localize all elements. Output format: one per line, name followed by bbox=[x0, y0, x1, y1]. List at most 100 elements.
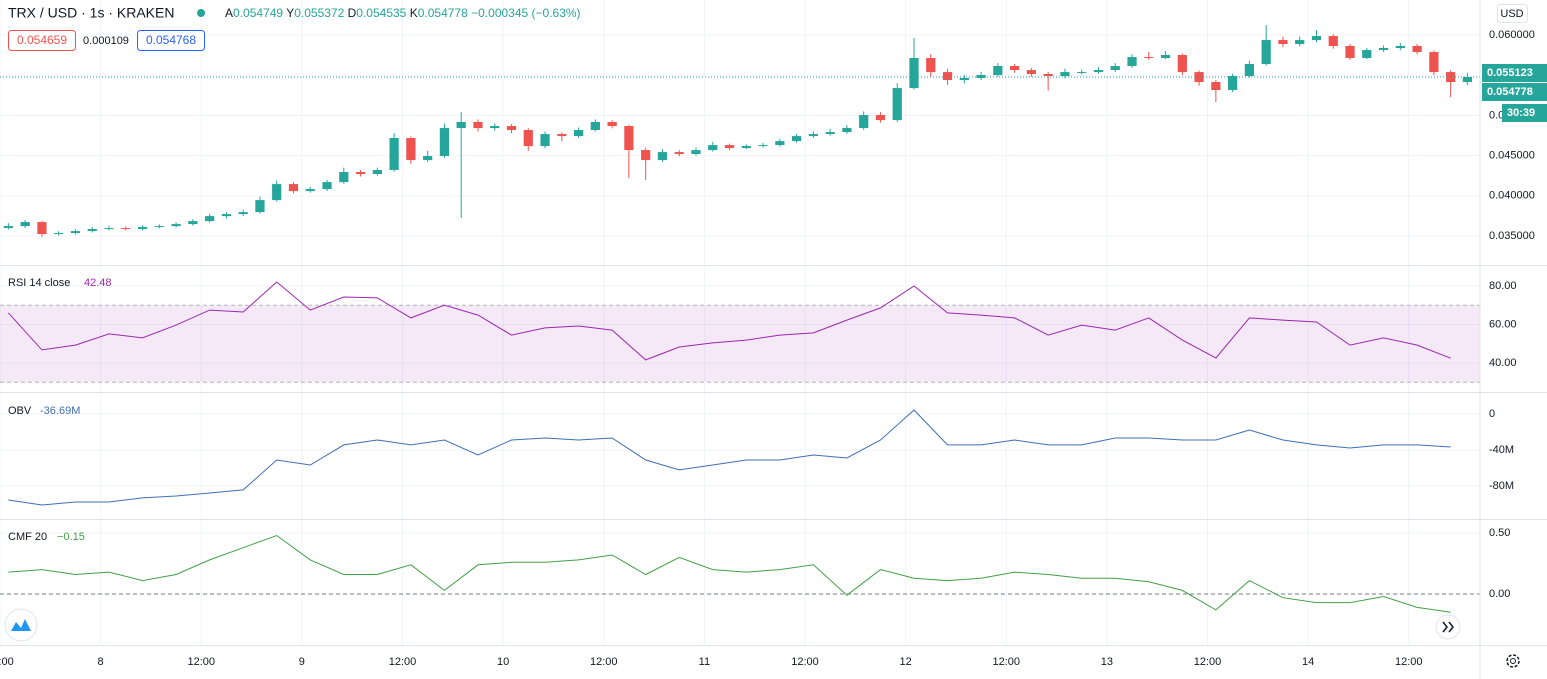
logo-mark[interactable] bbox=[11, 619, 31, 631]
y-tick-label: 0.00 bbox=[1489, 588, 1510, 600]
candle-body bbox=[540, 134, 550, 147]
gear-hub[interactable] bbox=[1510, 658, 1516, 664]
y-tick-label: -80M bbox=[1489, 480, 1514, 492]
close-price-box bbox=[1482, 83, 1547, 101]
candle-body bbox=[355, 172, 366, 175]
x-tick-label: 12 bbox=[899, 656, 911, 668]
candle-body bbox=[1160, 55, 1171, 58]
candle-body bbox=[87, 229, 97, 232]
candle-body bbox=[1077, 72, 1087, 74]
y-tick-label: 80.00 bbox=[1489, 280, 1517, 292]
candle-body bbox=[1127, 57, 1137, 67]
candle-body bbox=[54, 233, 64, 235]
scroll-button[interactable] bbox=[1435, 614, 1461, 640]
candle-body bbox=[1278, 40, 1288, 44]
x-tick-label: 11 bbox=[699, 656, 710, 668]
candle-body bbox=[624, 126, 634, 151]
legend-key: Y bbox=[286, 6, 294, 20]
candle-body bbox=[171, 224, 181, 227]
grid-layer bbox=[0, 0, 1480, 645]
currency-button[interactable] bbox=[1497, 4, 1528, 23]
y-tick-label: 0.50 bbox=[1489, 527, 1510, 539]
y-tick-label: 0.035000 bbox=[1489, 230, 1535, 242]
candle-body bbox=[439, 128, 450, 157]
scroll-to-realtime[interactable] bbox=[1435, 614, 1461, 640]
candle-body bbox=[1194, 72, 1204, 83]
legend-key: A bbox=[225, 6, 233, 20]
candle-body bbox=[490, 126, 500, 129]
candle-body bbox=[1261, 40, 1271, 65]
mark-layer bbox=[0, 25, 1480, 613]
legend-key: D bbox=[348, 6, 357, 20]
sell-price[interactable]: 0.054659 bbox=[17, 33, 67, 47]
candle-body bbox=[775, 141, 785, 146]
y-tick-label: 0.045000 bbox=[1489, 150, 1535, 162]
candle-body bbox=[121, 228, 131, 230]
indicator-line bbox=[8, 534, 1451, 613]
candle-body bbox=[506, 126, 517, 131]
candle-body bbox=[205, 216, 215, 222]
obv-title: OBV bbox=[8, 405, 32, 417]
candle-body bbox=[389, 138, 399, 171]
x-tick-label: 10 bbox=[497, 656, 509, 668]
candle-body bbox=[1060, 72, 1070, 77]
candle-body bbox=[137, 227, 148, 230]
x-tick-label: 13 bbox=[1101, 656, 1113, 668]
candle-body bbox=[724, 145, 735, 149]
candle-body bbox=[1395, 46, 1405, 49]
candle-body bbox=[942, 72, 953, 81]
legend-change: −0.000345 (−0.63%) bbox=[471, 6, 580, 20]
market-status-dot bbox=[197, 9, 205, 17]
candle-body bbox=[473, 122, 483, 129]
candle-body bbox=[1144, 57, 1154, 59]
candle-body bbox=[674, 152, 684, 155]
candle-body bbox=[1328, 36, 1338, 47]
candle-body bbox=[557, 134, 567, 137]
y-tick-label: 0.040000 bbox=[1489, 190, 1535, 202]
x-tick-label: 8 bbox=[98, 656, 104, 668]
candle-body bbox=[1110, 66, 1120, 71]
last-price-box bbox=[1482, 64, 1547, 82]
y-tick-label: 0 bbox=[1489, 408, 1495, 420]
currency-label[interactable]: USD bbox=[1500, 8, 1523, 20]
gear-icon[interactable] bbox=[1506, 654, 1520, 668]
cmf-value: −0.15 bbox=[57, 531, 85, 543]
y-tick-label: 40.00 bbox=[1489, 357, 1517, 369]
buy-price[interactable]: 0.054768 bbox=[146, 33, 196, 47]
candle-body bbox=[808, 134, 818, 137]
candle-body bbox=[238, 212, 248, 215]
candle-body bbox=[523, 130, 533, 147]
candle-body bbox=[959, 78, 969, 81]
candle-body bbox=[641, 150, 651, 161]
sell-button[interactable] bbox=[8, 30, 76, 51]
candle-body bbox=[1412, 46, 1422, 53]
candle-body bbox=[926, 57, 936, 73]
candle-body bbox=[573, 130, 584, 137]
candle-body bbox=[70, 231, 81, 234]
settings[interactable] bbox=[1506, 654, 1520, 668]
last-price: 0.055123 bbox=[1487, 67, 1533, 79]
buy-button[interactable] bbox=[137, 30, 205, 51]
symbol-title: TRX / USD · 1s · KRAKEN bbox=[8, 5, 174, 21]
x-tick-label: 12:00 bbox=[992, 656, 1020, 668]
candle-body bbox=[842, 128, 852, 133]
scroll-icon[interactable] bbox=[1442, 621, 1454, 633]
candle-body bbox=[993, 66, 1003, 76]
legend-key: K bbox=[410, 6, 418, 20]
candle-body bbox=[1093, 70, 1104, 73]
legend-value: 0.054778 bbox=[418, 6, 468, 20]
candle-body bbox=[1311, 36, 1322, 41]
x-tick-label: 12:00 bbox=[791, 656, 819, 668]
logo-circle[interactable] bbox=[4, 608, 38, 642]
ohlc-legend: A0.054749 Y0.055372 D0.054535 K0.054778 … bbox=[225, 6, 581, 20]
candle-body bbox=[1043, 73, 1053, 77]
x-tick-label: 12:00 bbox=[1395, 656, 1423, 668]
legend-value: 0.055372 bbox=[294, 6, 344, 20]
candle-body bbox=[1295, 40, 1305, 44]
candle-body bbox=[875, 115, 886, 121]
logo[interactable] bbox=[4, 608, 38, 642]
candle-body bbox=[1462, 76, 1473, 83]
candle-body bbox=[456, 122, 466, 129]
candle-body bbox=[607, 122, 617, 127]
